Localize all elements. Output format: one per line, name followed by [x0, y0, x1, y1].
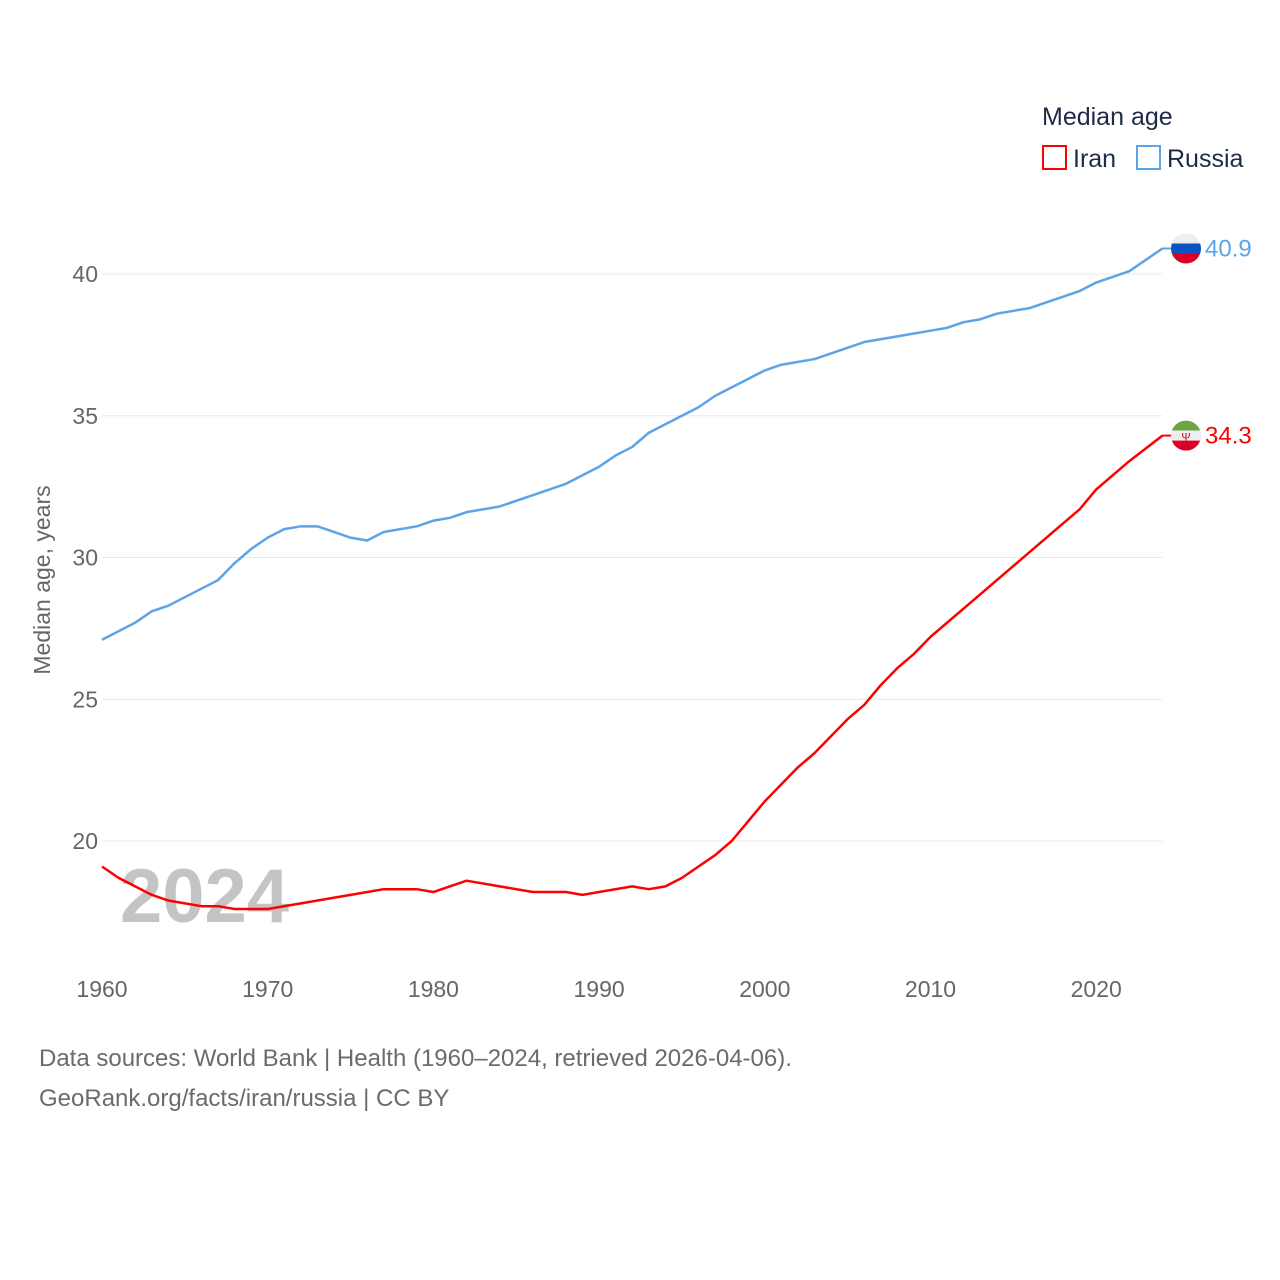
- legend-label-iran: Iran: [1073, 145, 1116, 173]
- x-tick-label: 1980: [408, 976, 459, 1002]
- legend-swatch-russia: [1136, 145, 1161, 170]
- russia-flag-stripe: [1171, 233, 1201, 244]
- y-tick-label: 25: [72, 686, 98, 712]
- x-tick-label: 2000: [739, 976, 790, 1002]
- x-tick-label: 2010: [905, 976, 956, 1002]
- legend-swatch-iran: [1042, 145, 1067, 170]
- series-line-russia: [101, 247, 1164, 641]
- iran-flag-stripe: [1171, 440, 1201, 451]
- iran-flag-stripe: [1171, 420, 1201, 431]
- data-source-note: Data sources: World Bank | Health (1960–…: [39, 1045, 792, 1072]
- end-value-label-russia: 40.9: [1205, 235, 1252, 262]
- iran-emblem-icon: Ψ: [1181, 432, 1190, 444]
- iran-flag-stripe: [1171, 430, 1201, 441]
- x-tick-label: 2020: [1071, 976, 1122, 1002]
- x-tick-label: 1990: [574, 976, 625, 1002]
- russia-flag-stripe: [1171, 253, 1201, 264]
- y-tick-label: 40: [72, 261, 98, 287]
- russia-flag-stripe: [1171, 243, 1201, 254]
- x-tick-label: 1960: [76, 976, 127, 1002]
- year-watermark: 2024: [120, 854, 289, 939]
- y-tick-label: 30: [72, 545, 98, 571]
- series-line-iran: [101, 434, 1164, 911]
- attribution-link[interactable]: GeoRank.org/facts/iran/russia | CC BY: [39, 1085, 450, 1112]
- end-value-label-iran: 34.3: [1205, 423, 1252, 450]
- y-tick-label: 35: [72, 403, 98, 429]
- legend-label-russia: Russia: [1167, 145, 1244, 173]
- y-axis-label: Median age, years: [29, 485, 55, 674]
- y-tick-label: 20: [72, 828, 98, 854]
- legend-title: Median age: [1042, 103, 1173, 131]
- x-tick-label: 1970: [242, 976, 293, 1002]
